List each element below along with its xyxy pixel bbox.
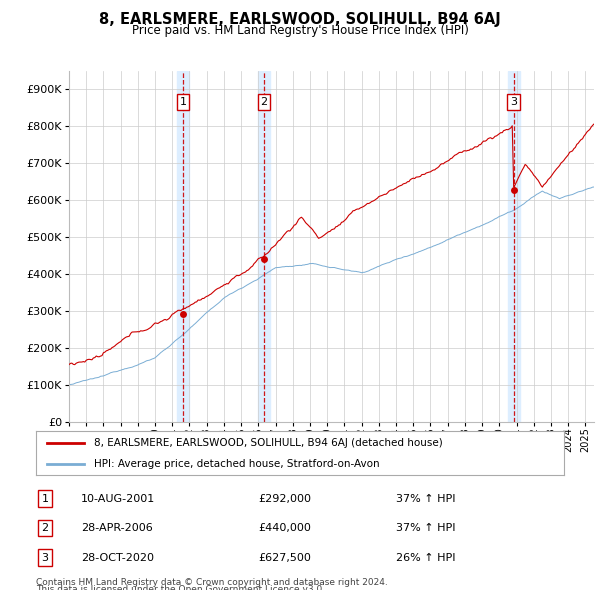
Text: 8, EARLSMERE, EARLSWOOD, SOLIHULL, B94 6AJ: 8, EARLSMERE, EARLSWOOD, SOLIHULL, B94 6… bbox=[99, 12, 501, 27]
Text: 26% ↑ HPI: 26% ↑ HPI bbox=[396, 553, 455, 562]
Text: 28-APR-2006: 28-APR-2006 bbox=[81, 523, 153, 533]
Text: 8, EARLSMERE, EARLSWOOD, SOLIHULL, B94 6AJ (detached house): 8, EARLSMERE, EARLSWOOD, SOLIHULL, B94 6… bbox=[94, 438, 443, 448]
Text: 1: 1 bbox=[179, 97, 187, 107]
Text: This data is licensed under the Open Government Licence v3.0.: This data is licensed under the Open Gov… bbox=[36, 585, 325, 590]
Bar bbox=[508, 71, 520, 422]
Text: 10-AUG-2001: 10-AUG-2001 bbox=[81, 494, 155, 503]
Text: 2: 2 bbox=[41, 523, 49, 533]
Text: 28-OCT-2020: 28-OCT-2020 bbox=[81, 553, 154, 562]
Bar bbox=[258, 71, 270, 422]
Text: 3: 3 bbox=[510, 97, 517, 107]
Text: 1: 1 bbox=[41, 494, 49, 503]
Text: 2: 2 bbox=[260, 97, 268, 107]
Text: 37% ↑ HPI: 37% ↑ HPI bbox=[396, 494, 455, 503]
Text: Price paid vs. HM Land Registry's House Price Index (HPI): Price paid vs. HM Land Registry's House … bbox=[131, 24, 469, 37]
Text: Contains HM Land Registry data © Crown copyright and database right 2024.: Contains HM Land Registry data © Crown c… bbox=[36, 578, 388, 587]
Text: £292,000: £292,000 bbox=[258, 494, 311, 503]
Text: £440,000: £440,000 bbox=[258, 523, 311, 533]
Text: £627,500: £627,500 bbox=[258, 553, 311, 562]
Text: 3: 3 bbox=[41, 553, 49, 562]
Text: 37% ↑ HPI: 37% ↑ HPI bbox=[396, 523, 455, 533]
Bar bbox=[177, 71, 189, 422]
Text: HPI: Average price, detached house, Stratford-on-Avon: HPI: Average price, detached house, Stra… bbox=[94, 459, 380, 469]
